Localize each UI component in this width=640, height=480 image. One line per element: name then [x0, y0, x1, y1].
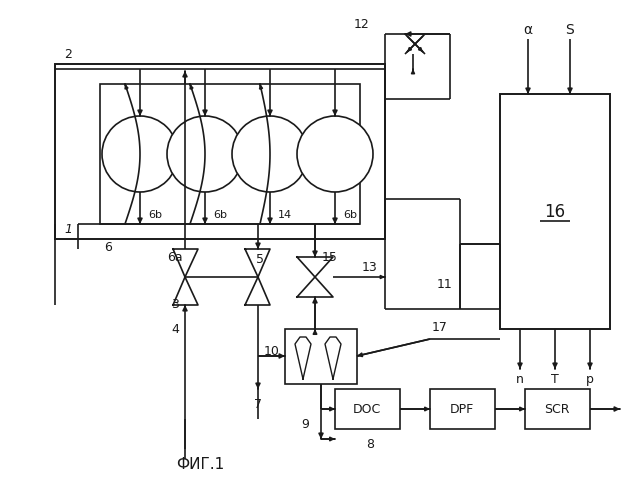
Bar — [335, 389, 400, 429]
Text: n: n — [516, 373, 524, 386]
Text: 6b: 6b — [213, 210, 227, 219]
Bar — [430, 389, 495, 429]
Text: 6b: 6b — [148, 210, 162, 219]
Text: 11: 11 — [437, 278, 453, 291]
Text: 8: 8 — [366, 438, 374, 451]
Ellipse shape — [232, 117, 308, 192]
Text: 6a: 6a — [167, 251, 183, 264]
Text: 7: 7 — [254, 397, 262, 411]
Text: α: α — [524, 23, 532, 37]
Text: 2: 2 — [64, 48, 72, 61]
Bar — [285, 329, 357, 384]
Text: 1: 1 — [64, 223, 72, 236]
Text: 13: 13 — [362, 261, 378, 274]
Text: 4: 4 — [171, 323, 179, 336]
Text: ФИГ.1: ФИГ.1 — [176, 456, 224, 471]
Ellipse shape — [297, 117, 373, 192]
Text: 17: 17 — [432, 321, 448, 334]
Bar — [525, 389, 590, 429]
Bar — [55, 65, 385, 240]
Ellipse shape — [167, 117, 243, 192]
Text: 6: 6 — [104, 241, 112, 254]
Text: T: T — [551, 373, 559, 386]
Text: SCR: SCR — [544, 403, 570, 416]
Text: 9: 9 — [301, 418, 309, 431]
Text: p: p — [586, 373, 594, 386]
Bar — [500, 95, 610, 329]
Text: 5: 5 — [256, 253, 264, 266]
Text: 15: 15 — [322, 251, 338, 264]
Bar — [100, 85, 360, 225]
Text: DPF: DPF — [450, 403, 474, 416]
Text: 6b: 6b — [343, 210, 357, 219]
Text: DOC: DOC — [353, 403, 381, 416]
Text: 14: 14 — [278, 210, 292, 219]
Text: 10: 10 — [264, 345, 280, 358]
Ellipse shape — [102, 117, 178, 192]
Text: 3: 3 — [171, 298, 179, 311]
Text: S: S — [566, 23, 574, 37]
Text: 16: 16 — [545, 203, 566, 220]
Text: 12: 12 — [354, 18, 370, 31]
